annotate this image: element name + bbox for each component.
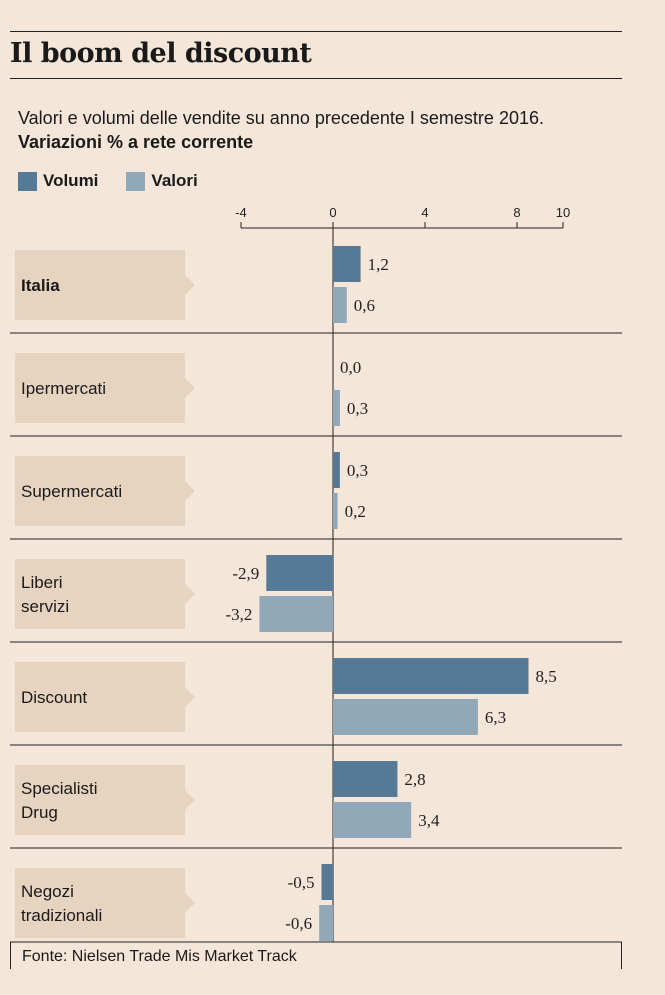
- subtitle-line-1: Valori e volumi delle vendite su anno pr…: [18, 108, 544, 128]
- bar-volumi: [321, 864, 333, 900]
- x-tick-label: 4: [421, 205, 428, 220]
- bar-valori: [333, 390, 340, 426]
- bar-valori: [333, 802, 412, 838]
- bar-volumi: [266, 555, 333, 591]
- category-group: Specialisti Drug 2,8 3,4: [10, 744, 622, 838]
- x-tick-label: 8: [513, 205, 520, 220]
- x-tick-label: 10: [556, 205, 570, 220]
- legend-swatch-valori: [126, 171, 146, 191]
- category-label: Ipermercati: [21, 379, 106, 398]
- data-label-valori: -0,6: [285, 914, 312, 933]
- data-label-valori: 0,2: [345, 502, 366, 521]
- category-label-box: [15, 456, 195, 526]
- category-label: tradizionali: [21, 906, 102, 925]
- data-label-valori: 6,3: [485, 708, 506, 727]
- title-rule: [10, 78, 622, 79]
- x-tick-label: 0: [329, 205, 336, 220]
- data-label-valori: 3,4: [418, 811, 440, 830]
- category-label-box: [15, 765, 195, 835]
- data-label-volumi: -2,9: [232, 564, 259, 583]
- data-label-volumi: 0,3: [347, 461, 368, 480]
- category-label: servizi: [21, 597, 69, 616]
- bar-valori: [319, 905, 333, 941]
- legend-item-valori: Valori: [126, 171, 198, 191]
- category-group: Ipermercati 0,0 0,3: [10, 332, 622, 426]
- data-label-volumi: 1,2: [368, 255, 389, 274]
- top-rule: [10, 31, 622, 32]
- data-label-volumi: 2,8: [404, 770, 425, 789]
- category-label: Discount: [21, 688, 87, 707]
- data-label-volumi: -0,5: [288, 873, 315, 892]
- bar-volumi: [333, 658, 529, 694]
- data-label-valori: 0,6: [354, 296, 375, 315]
- category-label: Supermercati: [21, 482, 122, 501]
- data-label-volumi: 0,0: [340, 358, 361, 377]
- legend-swatch-volumi: [18, 171, 37, 191]
- x-tick-label: -4: [235, 205, 247, 220]
- category-group: Italia 1,2 0,6: [15, 246, 389, 323]
- category-label: Italia: [21, 276, 60, 295]
- bar-valori: [333, 699, 478, 735]
- legend: Volumi Valori: [18, 170, 226, 192]
- data-label-valori: 0,3: [347, 399, 368, 418]
- category-label-box: [15, 662, 195, 732]
- bar-volumi: [333, 452, 340, 488]
- legend-label-valori: Valori: [151, 171, 198, 190]
- subtitle-line-2: Variazioni % a rete corrente: [18, 132, 254, 152]
- source-note: Fonte: Nielsen Trade Mis Market Track: [22, 948, 297, 965]
- category-label-box: [15, 559, 195, 629]
- legend-label-volumi: Volumi: [43, 171, 99, 190]
- source-left-rule: [10, 942, 11, 969]
- category-label: Drug: [21, 803, 58, 822]
- category-label-box: [15, 250, 195, 320]
- source-right-rule: [621, 942, 622, 969]
- data-label-valori: -3,2: [225, 605, 252, 624]
- bar-valori: [259, 596, 333, 632]
- category-group: Negozi tradizionali -0,5 -0,6: [10, 847, 622, 941]
- bar-volumi: [333, 761, 398, 797]
- category-group: Discount 8,5 6,3: [10, 641, 622, 735]
- bar-valori: [333, 287, 347, 323]
- category-group: Supermercati 0,3 0,2: [10, 435, 622, 529]
- category-label: Negozi: [21, 882, 74, 901]
- legend-item-volumi: Volumi: [18, 171, 98, 191]
- chart-subtitle: Valori e volumi delle vendite su anno pr…: [18, 106, 544, 154]
- data-label-volumi: 8,5: [536, 667, 557, 686]
- category-group: Liberi servizi -2,9 -3,2: [10, 538, 622, 632]
- category-label: Specialisti: [21, 779, 98, 798]
- category-label: Liberi: [21, 573, 63, 592]
- bar-volumi: [333, 246, 361, 282]
- bar-valori: [333, 493, 338, 529]
- category-label-box: [15, 868, 195, 938]
- category-label-box: [15, 353, 195, 423]
- chart-title: Il boom del discount: [10, 38, 312, 69]
